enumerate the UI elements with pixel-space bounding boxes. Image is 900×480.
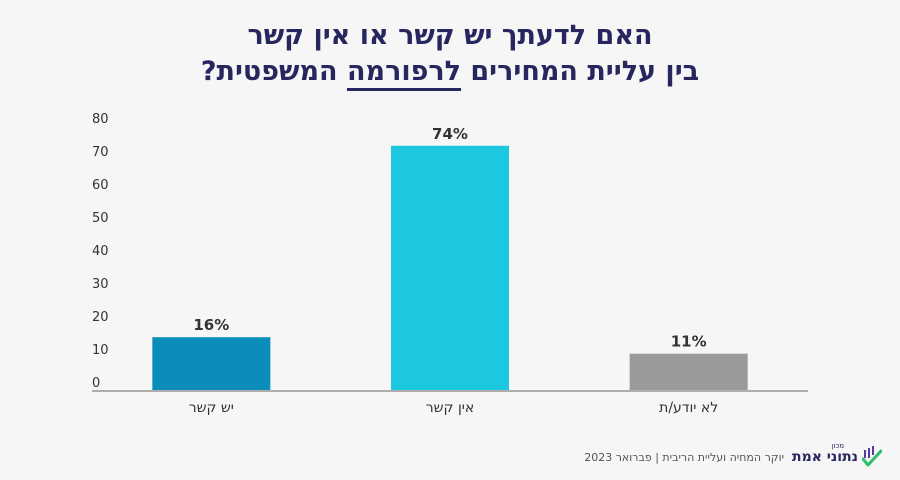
footer: מכון נתוני אמת יוקר המחיה ועליית הריבית …: [584, 442, 882, 468]
x-tick-label: אין קשר: [426, 400, 475, 416]
title-highlight: לרפורמה: [347, 56, 461, 91]
y-tick-label: 80: [92, 112, 109, 127]
data-label: 16%: [193, 316, 229, 334]
bar: [391, 145, 509, 390]
checkmark-icon: [862, 446, 882, 467]
y-tick-label: 20: [92, 310, 109, 325]
brand-logo: מכון נתוני אמת: [792, 442, 882, 468]
data-label: 11%: [671, 333, 707, 351]
y-tick-label: 50: [92, 211, 109, 226]
bar: [152, 337, 271, 390]
y-tick-label: 30: [92, 277, 109, 292]
brand-name: נתוני אמת: [792, 449, 858, 465]
title-line-2-start: בין עליית המחירים: [460, 56, 700, 87]
chart-title: האם לדעתך יש קשר או אין קשר בין עליית המ…: [0, 18, 900, 91]
data-label: 74%: [432, 125, 468, 143]
source-note: יוקר המחיה ועליית הריבית | פברואר 2023: [584, 450, 785, 464]
y-tick-label: 70: [92, 145, 109, 160]
brand-subtitle: מכון: [831, 442, 844, 450]
x-tick-label: לא יודע/ת: [659, 400, 718, 416]
y-tick-label: 0: [92, 376, 100, 391]
title-line-2: בין עליית המחירים לרפורמה המשפטית?: [0, 54, 900, 91]
bar: [629, 353, 748, 390]
x-tick-label: יש קשר: [189, 400, 234, 416]
y-tick-label: 40: [92, 244, 109, 259]
y-tick-label: 60: [92, 178, 109, 193]
y-tick-label: 10: [92, 343, 109, 358]
title-line-1: האם לדעתך יש קשר או אין קשר: [247, 20, 653, 51]
title-line-2-end: המשפטית?: [200, 56, 347, 87]
